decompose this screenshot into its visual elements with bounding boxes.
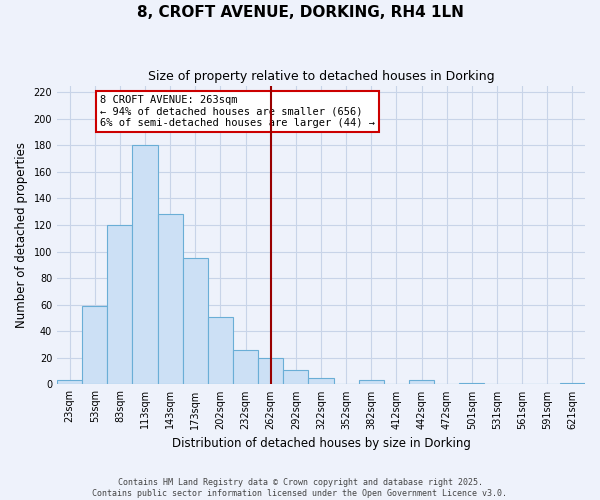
Y-axis label: Number of detached properties: Number of detached properties	[15, 142, 28, 328]
Bar	[409, 380, 434, 384]
Bar	[233, 350, 258, 384]
Title: Size of property relative to detached houses in Dorking: Size of property relative to detached ho…	[148, 70, 494, 83]
X-axis label: Distribution of detached houses by size in Dorking: Distribution of detached houses by size …	[172, 437, 470, 450]
Bar	[560, 383, 585, 384]
Text: Contains HM Land Registry data © Crown copyright and database right 2025.
Contai: Contains HM Land Registry data © Crown c…	[92, 478, 508, 498]
Bar	[208, 316, 233, 384]
Bar	[107, 225, 133, 384]
Text: 8 CROFT AVENUE: 263sqm
← 94% of detached houses are smaller (656)
6% of semi-det: 8 CROFT AVENUE: 263sqm ← 94% of detached…	[100, 95, 375, 128]
Bar	[308, 378, 334, 384]
Bar	[183, 258, 208, 384]
Bar	[158, 214, 183, 384]
Bar	[57, 380, 82, 384]
Bar	[359, 380, 384, 384]
Bar	[283, 370, 308, 384]
Bar	[258, 358, 283, 384]
Text: 8, CROFT AVENUE, DORKING, RH4 1LN: 8, CROFT AVENUE, DORKING, RH4 1LN	[137, 5, 463, 20]
Bar	[459, 383, 484, 384]
Bar	[82, 306, 107, 384]
Bar	[133, 146, 158, 384]
